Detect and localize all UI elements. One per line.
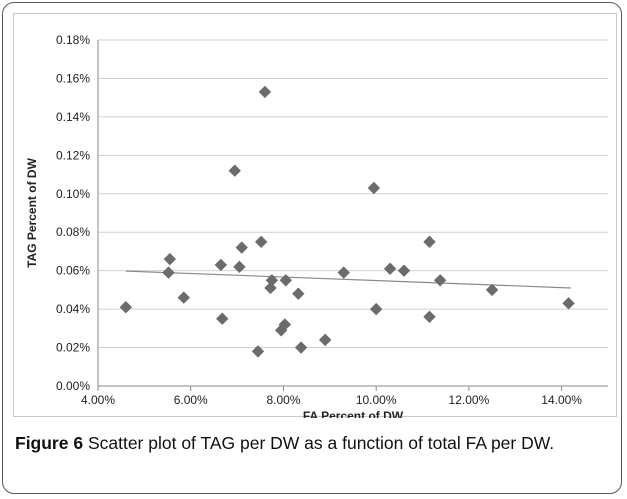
caption-text: Scatter plot of TAG per DW as a function… (83, 433, 555, 453)
chart-area: 0.00% 0.02% 0.04% 0.06% 0.08% 0.10% 0.12% 0.14%… (13, 13, 617, 418)
data-point (163, 252, 177, 266)
data-point (337, 266, 350, 279)
data-point (279, 274, 292, 287)
data-point (397, 264, 411, 277)
data-point (562, 297, 575, 310)
data-point (423, 310, 436, 323)
y-tick-label: 0.18% (56, 33, 90, 47)
x-tick-label: 6.00% (174, 393, 208, 407)
x-tick-label: 10.00% (356, 393, 397, 407)
caption-label: Figure 6 (15, 433, 84, 453)
y-tick-label: 0.10% (56, 187, 90, 201)
data-point (228, 164, 241, 177)
data-point (318, 333, 332, 347)
x-tick-label: 8.00% (266, 393, 300, 407)
axes (97, 40, 608, 391)
scatter-chart: 0.00% 0.02% 0.04% 0.06% 0.08% 0.10% 0.12% 0.14%… (25, 33, 608, 418)
y-tick-label: 0.00% (56, 379, 90, 393)
data-point (251, 345, 265, 358)
gridlines (98, 39, 608, 349)
data-point (255, 235, 268, 249)
trendline-group (125, 270, 571, 289)
y-tick-label: 0.08% (56, 225, 90, 239)
data-point (177, 291, 190, 304)
y-tick-label: 0.02% (56, 341, 90, 355)
data-point (233, 260, 246, 274)
y-tick-labels: 0.00% 0.02% 0.04% 0.06% 0.08% 0.10% 0.12% 0.14%… (56, 33, 90, 393)
x-tick-label: 4.00% (81, 393, 115, 407)
data-point (119, 300, 133, 314)
trendline (125, 270, 571, 289)
data-point (264, 281, 277, 295)
data-point (162, 266, 175, 279)
data-point (292, 287, 305, 300)
data-point (485, 283, 499, 297)
y-tick-label: 0.16% (56, 71, 90, 85)
figure-frame: 0.00% 0.02% 0.04% 0.06% 0.08% 0.10% 0.12% 0.14%… (2, 2, 622, 494)
figure-caption: Figure 6 Scatter plot of TAG per DW as a… (15, 431, 615, 455)
data-points (119, 85, 575, 358)
x-tick-label: 12.00% (449, 393, 490, 407)
y-tick-label: 0.14% (56, 110, 90, 124)
x-tick-labels: 4.00% 6.00% 8.00% 10.00% 12.00% 14.00% (81, 393, 582, 407)
data-point (214, 258, 228, 272)
data-point (369, 302, 383, 316)
y-axis-title: TAG Percent of DW (25, 157, 39, 267)
data-point (235, 241, 248, 254)
data-point (294, 341, 308, 354)
data-point (278, 318, 292, 331)
x-tick-label: 14.00% (541, 393, 582, 407)
data-point (383, 262, 397, 275)
data-point (265, 274, 279, 287)
data-point (423, 235, 436, 249)
y-tick-label: 0.06% (56, 264, 90, 278)
data-point (258, 85, 272, 99)
data-point (216, 312, 229, 325)
y-tick-label: 0.04% (56, 302, 90, 316)
data-point (433, 274, 447, 287)
x-axis-title: FA Percent of DW (303, 409, 404, 418)
data-point (367, 181, 381, 195)
y-tick-label: 0.12% (56, 148, 90, 162)
